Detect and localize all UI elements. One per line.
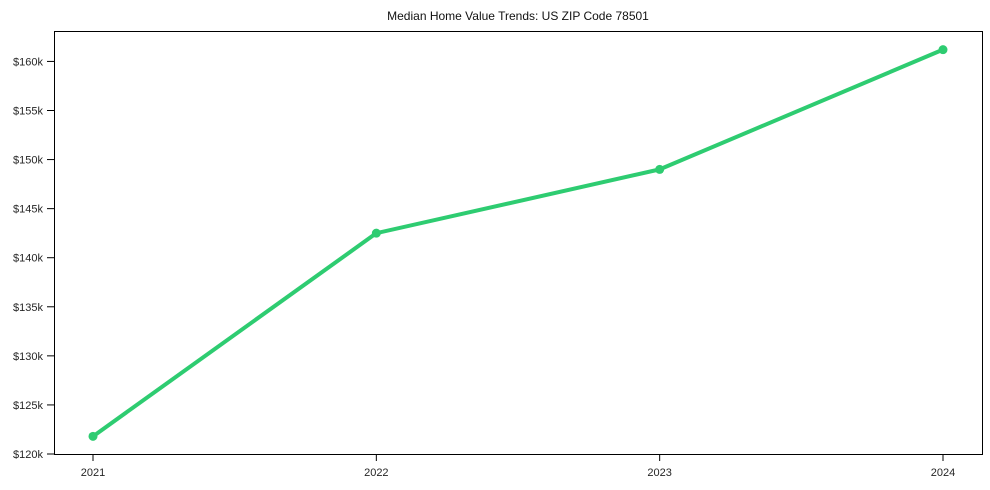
y-axis-tick-label: $160k [13,56,43,68]
y-axis-tick-label: $150k [13,155,43,167]
x-axis-tick-label: 2024 [931,467,955,479]
data-point-2022 [371,228,381,238]
data-point-2023 [655,164,665,174]
y-axis-tick-label: $140k [13,253,43,265]
data-point-2021 [88,431,98,441]
y-axis-tick-label: $155k [13,105,43,117]
data-point-2024 [938,45,948,55]
y-axis-tick-label: $120k [13,449,43,461]
plot-frame [54,31,983,455]
y-axis-tick-label: $125k [13,400,43,412]
y-axis-tick-label: $130k [13,351,43,363]
x-axis-tick-label: 2023 [647,467,671,479]
x-axis-tick-label: 2022 [364,467,388,479]
y-axis-tick-label: $135k [13,302,43,314]
y-axis-tick-label: $145k [13,204,43,216]
chart-title: Median Home Value Trends: US ZIP Code 78… [387,9,649,23]
trend-line [91,47,945,439]
x-axis-tick-label: 2021 [81,467,105,479]
